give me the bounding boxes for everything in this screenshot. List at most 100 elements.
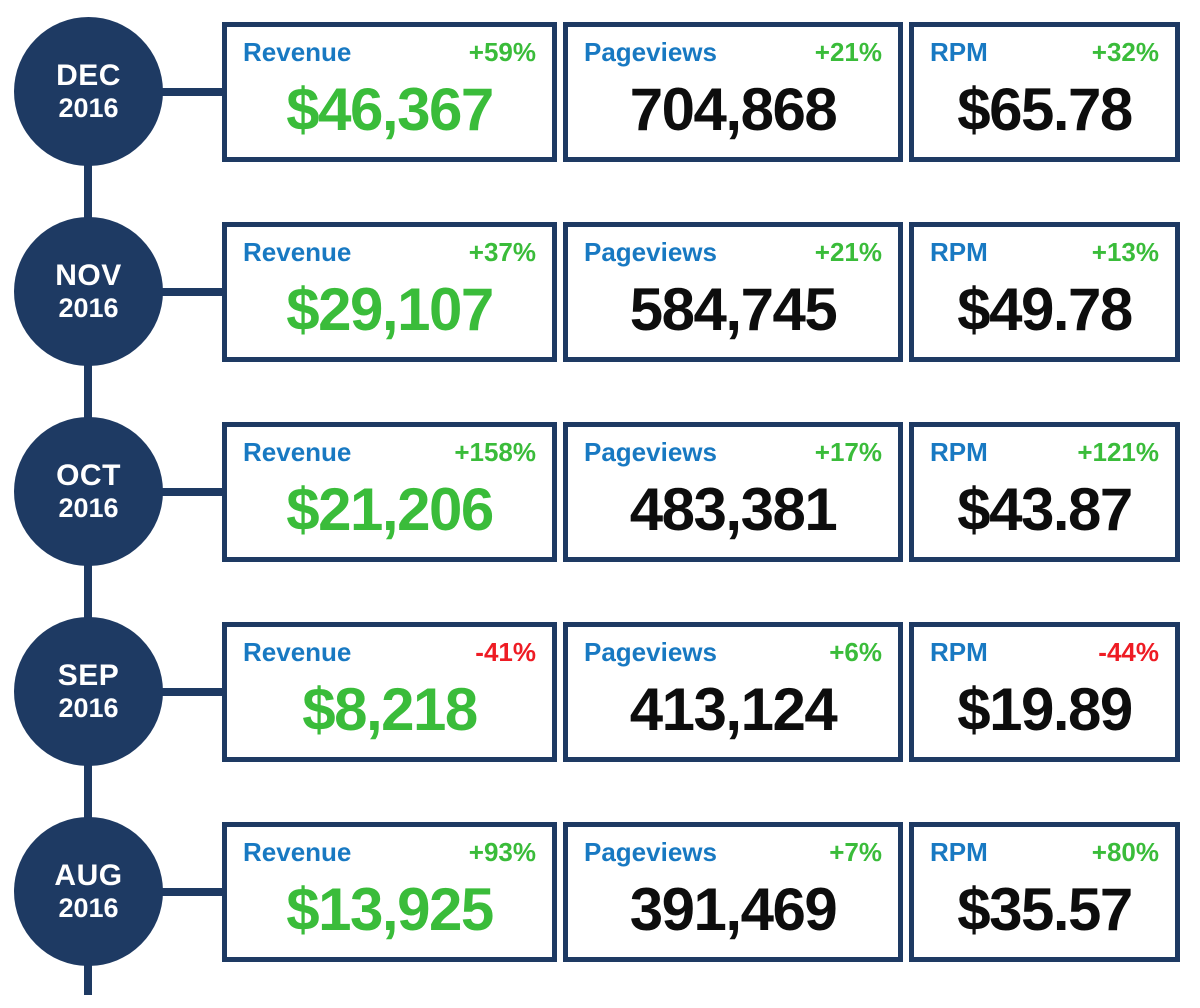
year-label: 2016 [58,293,119,324]
month-label: AUG [54,858,123,892]
pageviews-value: 483,381 [629,476,838,544]
pageviews-label: Pageviews [584,837,717,867]
pageviews-change-badge: +21% [814,237,882,267]
rpm-value: $49.78 [957,276,1133,344]
revenue-label: Revenue [243,837,352,867]
rpm-card: RPM +80% $35.57 [909,822,1180,962]
pageviews-card-header: Pageviews +17% [584,437,882,467]
month-label: SEP [57,658,120,692]
year-label: 2016 [58,93,119,124]
revenue-value: $29,107 [286,276,494,344]
revenue-card-header: Revenue -41% [243,637,536,667]
metric-cards: Revenue +93% $13,925 Pageviews +7% 391,4… [222,822,1180,962]
rpm-card: RPM +32% $65.78 [909,22,1180,162]
month-badge: OCT 2016 [14,417,163,566]
month-badge: NOV 2016 [14,217,163,366]
rpm-value: $19.89 [957,676,1133,744]
pageviews-label: Pageviews [584,637,717,667]
revenue-card: Revenue +37% $29,107 [222,222,557,362]
revenue-label: Revenue [243,237,352,267]
month-label: DEC [56,58,121,92]
rpm-change-badge: +13% [1091,237,1159,267]
timeline-row: NOV 2016 Revenue +37% $29,107 Pageviews … [0,200,1200,400]
pageviews-value: 413,124 [629,676,838,744]
rpm-card-header: RPM +80% [930,837,1159,867]
pageviews-change-badge: +17% [814,437,882,467]
revenue-card: Revenue +93% $13,925 [222,822,557,962]
revenue-change-badge: +59% [468,37,536,67]
month-label: OCT [56,458,121,492]
revenue-card: Revenue +158% $21,206 [222,422,557,562]
timeline-row: OCT 2016 Revenue +158% $21,206 Pageviews… [0,400,1200,600]
rpm-label: RPM [930,637,988,667]
revenue-change-badge: -41% [475,637,536,667]
rpm-value: $65.78 [957,76,1133,144]
rpm-change-badge: -44% [1098,637,1159,667]
rpm-card-header: RPM +32% [930,37,1159,67]
rpm-card: RPM +121% $43.87 [909,422,1180,562]
pageviews-change-badge: +21% [814,37,882,67]
revenue-value: $46,367 [286,76,494,144]
year-label: 2016 [58,493,119,524]
year-label: 2016 [58,693,119,724]
rpm-change-badge: +32% [1091,37,1159,67]
revenue-value: $21,206 [286,476,494,544]
pageviews-card-header: Pageviews +6% [584,637,882,667]
rpm-label: RPM [930,37,988,67]
revenue-card-header: Revenue +59% [243,37,536,67]
pageviews-card-header: Pageviews +21% [584,237,882,267]
pageviews-card: Pageviews +21% 704,868 [563,22,903,162]
pageviews-change-badge: +7% [829,837,882,867]
rpm-card: RPM -44% $19.89 [909,622,1180,762]
revenue-change-badge: +158% [454,437,536,467]
revenue-change-badge: +93% [468,837,536,867]
revenue-value: $13,925 [286,876,494,944]
metric-cards: Revenue +59% $46,367 Pageviews +21% 704,… [222,22,1180,162]
timeline-row: AUG 2016 Revenue +93% $13,925 Pageviews … [0,800,1200,1000]
timeline-row: SEP 2016 Revenue -41% $8,218 Pageviews +… [0,600,1200,800]
month-badge: SEP 2016 [14,617,163,766]
revenue-card-header: Revenue +158% [243,437,536,467]
rpm-value: $43.87 [957,476,1133,544]
revenue-card: Revenue -41% $8,218 [222,622,557,762]
month-badge: AUG 2016 [14,817,163,966]
pageviews-value: 584,745 [629,276,838,344]
revenue-label: Revenue [243,637,352,667]
revenue-value: $8,218 [302,676,478,744]
rpm-card: RPM +13% $49.78 [909,222,1180,362]
metric-cards: Revenue +158% $21,206 Pageviews +17% 483… [222,422,1180,562]
revenue-card: Revenue +59% $46,367 [222,22,557,162]
month-label: NOV [55,258,122,292]
timeline-row: DEC 2016 Revenue +59% $46,367 Pageviews … [0,0,1200,200]
metric-cards: Revenue -41% $8,218 Pageviews +6% 413,12… [222,622,1180,762]
rpm-change-badge: +121% [1077,437,1159,467]
pageviews-card: Pageviews +17% 483,381 [563,422,903,562]
pageviews-value: 704,868 [629,76,838,144]
pageviews-label: Pageviews [584,437,717,467]
pageviews-card-header: Pageviews +7% [584,837,882,867]
rpm-value: $35.57 [957,876,1133,944]
pageviews-label: Pageviews [584,237,717,267]
rpm-card-header: RPM +13% [930,237,1159,267]
year-label: 2016 [58,893,119,924]
revenue-label: Revenue [243,437,352,467]
month-badge: DEC 2016 [14,17,163,166]
pageviews-change-badge: +6% [829,637,882,667]
rpm-label: RPM [930,437,988,467]
pageviews-value: 391,469 [629,876,838,944]
revenue-card-header: Revenue +93% [243,837,536,867]
rpm-card-header: RPM -44% [930,637,1159,667]
rpm-label: RPM [930,837,988,867]
pageviews-card: Pageviews +21% 584,745 [563,222,903,362]
metric-cards: Revenue +37% $29,107 Pageviews +21% 584,… [222,222,1180,362]
rpm-card-header: RPM +121% [930,437,1159,467]
revenue-label: Revenue [243,37,352,67]
revenue-card-header: Revenue +37% [243,237,536,267]
pageviews-card: Pageviews +7% 391,469 [563,822,903,962]
pageviews-card: Pageviews +6% 413,124 [563,622,903,762]
pageviews-label: Pageviews [584,37,717,67]
rpm-change-badge: +80% [1091,837,1159,867]
rpm-label: RPM [930,237,988,267]
